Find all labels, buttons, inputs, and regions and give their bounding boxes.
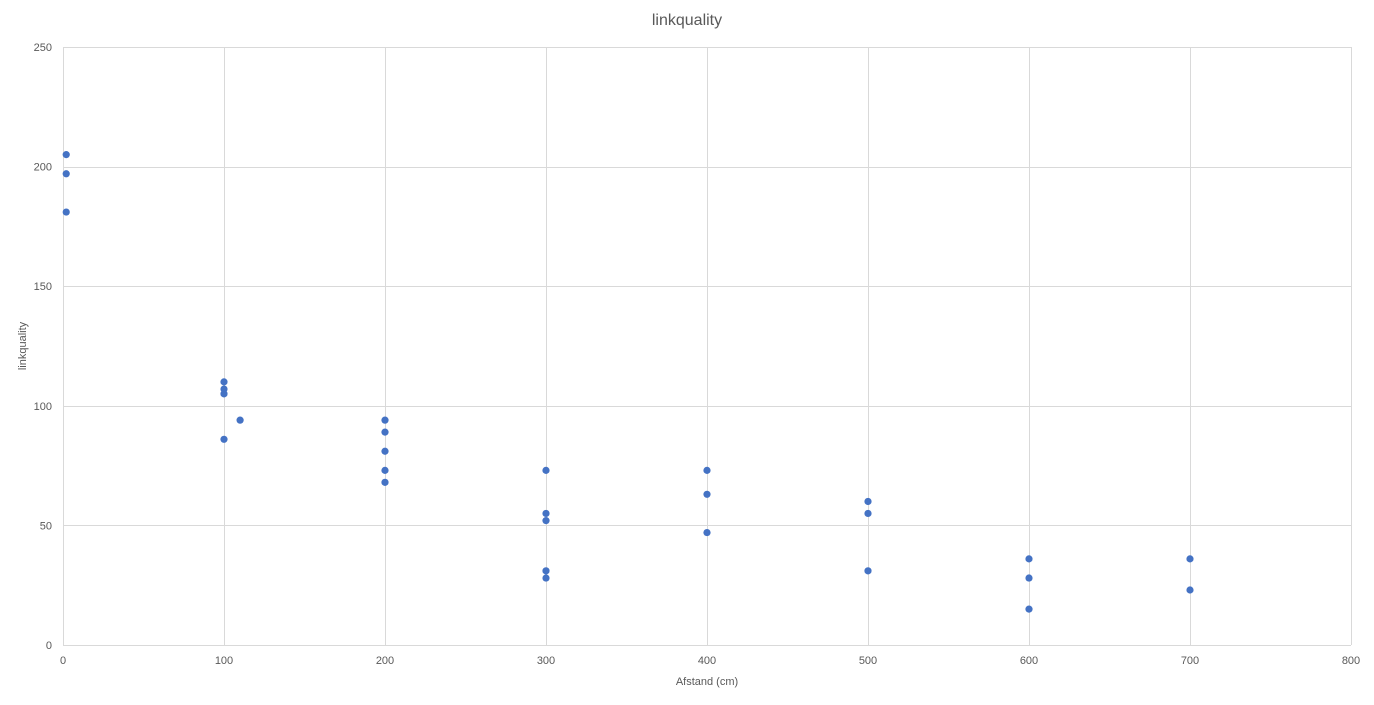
x-tick-label: 0 [60, 655, 66, 667]
data-point [1186, 586, 1194, 594]
data-point [703, 528, 711, 537]
y-axis-title: linkquality [17, 321, 29, 370]
y-tick-label: 200 [34, 162, 52, 174]
data-point [220, 390, 228, 398]
data-point [864, 509, 872, 518]
data-point [864, 497, 872, 506]
y-tick-label: 250 [34, 42, 52, 54]
data-point [236, 416, 244, 424]
y-tick-label: 0 [46, 640, 52, 652]
y-tick-label: 100 [34, 401, 52, 413]
data-point [381, 416, 389, 424]
data-point [381, 478, 389, 486]
x-tick-label: 500 [859, 655, 877, 667]
data-point [1025, 574, 1033, 582]
data-point [542, 574, 550, 582]
data-point [1186, 555, 1194, 563]
data-point [62, 208, 70, 216]
data-point [864, 567, 872, 575]
data-point [1025, 605, 1033, 613]
x-tick-label: 100 [215, 655, 233, 667]
data-point [381, 428, 389, 436]
x-tick-label: 300 [537, 655, 555, 667]
data-point [62, 170, 70, 178]
y-tick-label: 50 [40, 520, 52, 532]
data-point [542, 567, 550, 575]
x-tick-label: 400 [698, 655, 716, 667]
data-point [220, 435, 228, 443]
x-axis-title: Afstand (cm) [676, 676, 738, 688]
data-point [381, 447, 389, 455]
data-point [381, 466, 389, 474]
x-tick-label: 200 [376, 655, 394, 667]
y-tick-label: 150 [34, 281, 52, 293]
data-points [62, 151, 1194, 613]
data-point [1025, 555, 1033, 563]
data-point [220, 378, 228, 386]
data-point [703, 466, 711, 474]
data-point [542, 517, 550, 525]
data-point [62, 151, 70, 159]
data-point [703, 490, 711, 498]
x-tick-label: 800 [1342, 655, 1360, 667]
tick-labels: 0 50 100 150 200 250 0 100 200 300 400 500 600 700 800 [34, 42, 1361, 667]
chart-title: linkquality [652, 12, 722, 29]
x-tick-label: 700 [1181, 655, 1199, 667]
data-point [542, 466, 550, 474]
data-point [542, 509, 550, 518]
x-tick-label: 600 [1020, 655, 1038, 667]
gridlines [63, 47, 1352, 646]
